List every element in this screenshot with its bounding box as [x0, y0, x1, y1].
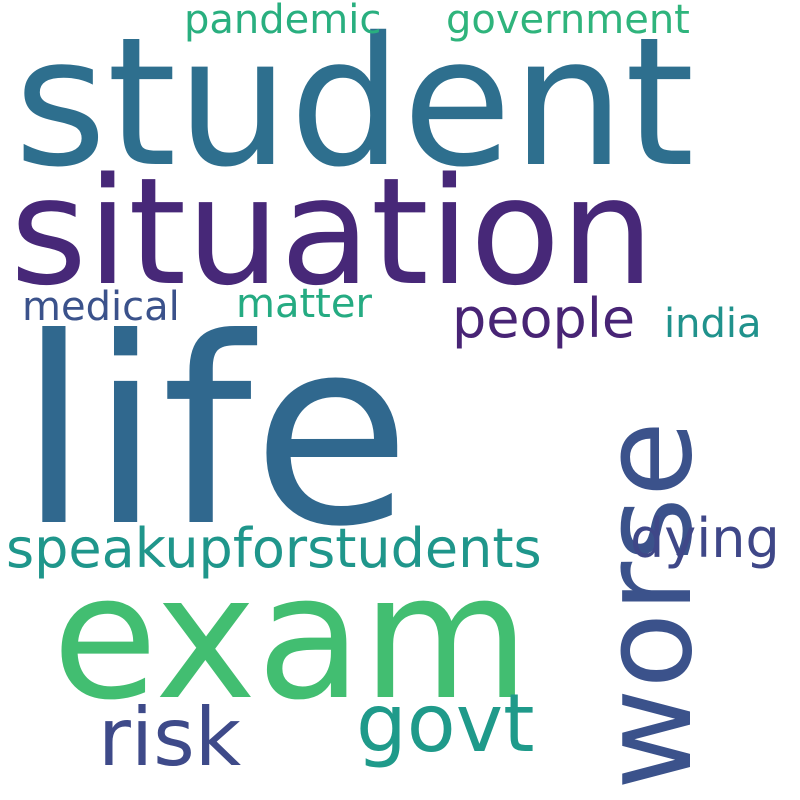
- word-speakupforstudents: speakupforstudents: [6, 517, 542, 580]
- word-worse: worse: [576, 420, 720, 790]
- word-risk: risk: [98, 691, 242, 784]
- word-student: student: [14, 0, 695, 206]
- word-india: india: [664, 301, 762, 347]
- word-people: people: [452, 287, 636, 350]
- word-medical: medical: [22, 284, 180, 330]
- word-matter: matter: [236, 281, 372, 327]
- word-pandemic: pandemic: [184, 0, 382, 43]
- word-dying: dying: [630, 507, 780, 570]
- word-government: government: [446, 0, 690, 43]
- word-govt: govt: [356, 677, 535, 770]
- word-life: life: [18, 283, 411, 583]
- word-exam: exam: [52, 537, 530, 738]
- word-situation: situation: [10, 146, 655, 318]
